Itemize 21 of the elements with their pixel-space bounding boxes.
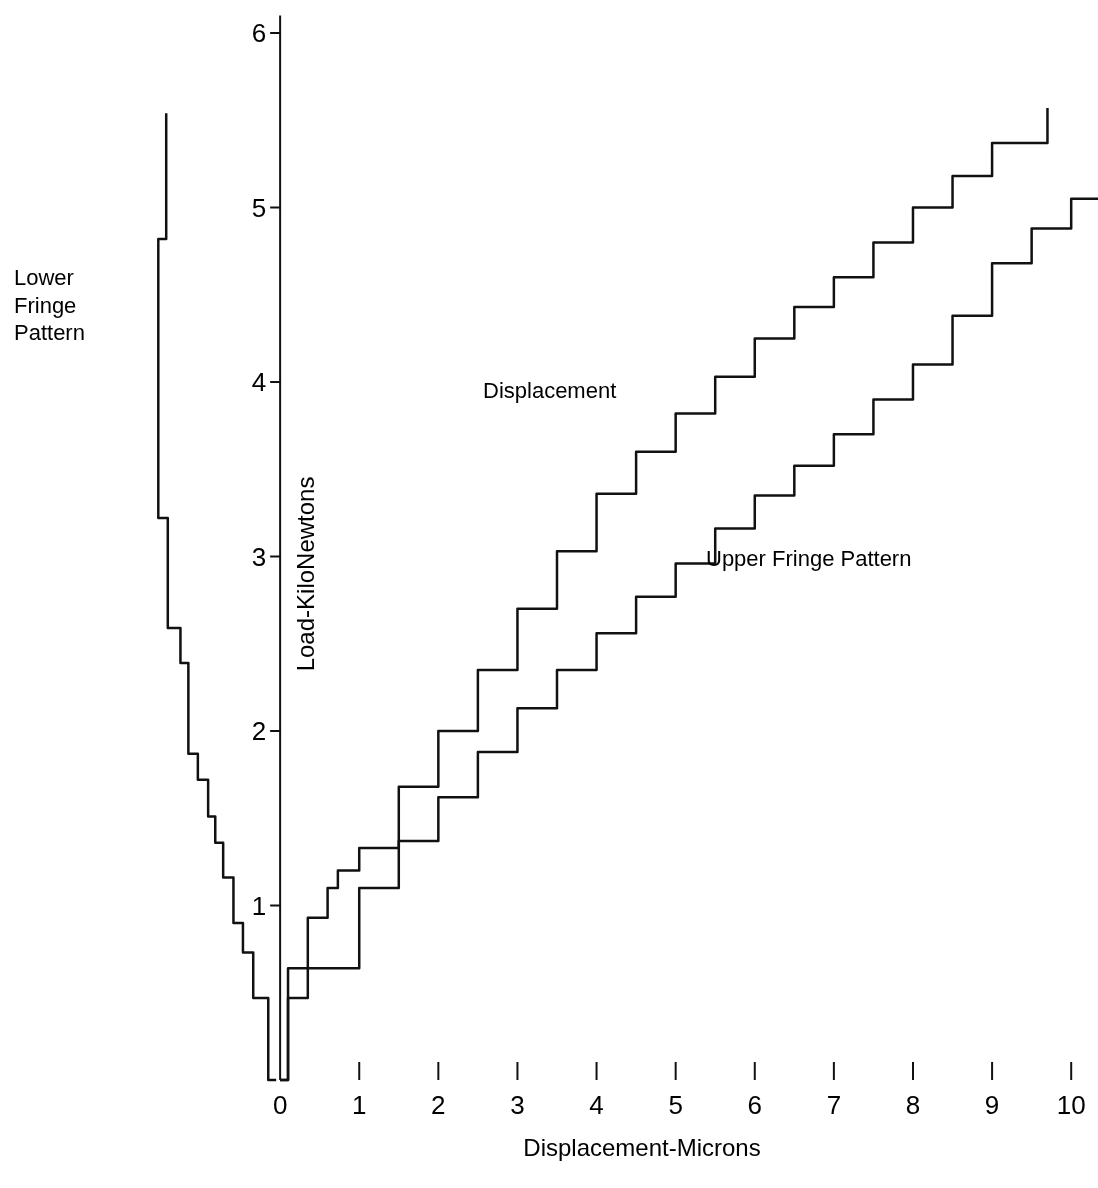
- x-axis-title: Displacement-Microns: [523, 1134, 761, 1161]
- y-tick-label: 2: [251, 716, 267, 747]
- x-tick-label: 3: [510, 1090, 525, 1120]
- x-tick-label: 10: [1056, 1090, 1086, 1120]
- annotation: Displacement: [483, 378, 617, 403]
- y-tick-label: 1: [251, 890, 267, 921]
- y-tick-label: 3: [251, 541, 267, 572]
- x-tick-label: 1: [352, 1090, 367, 1120]
- x-tick-label: 8: [905, 1090, 921, 1120]
- y-tick-label: 6: [251, 18, 267, 49]
- x-tick-label: 6: [747, 1090, 762, 1120]
- x-tick-label: 4: [589, 1090, 604, 1120]
- y-tick-label: 5: [251, 192, 267, 223]
- x-tick-label: 9: [984, 1090, 1000, 1120]
- x-tick-label: 5: [668, 1090, 683, 1120]
- y-axis-title: Load-KiloNewtons: [292, 476, 320, 672]
- y-tick-label: 4: [251, 367, 267, 398]
- annotation: Lower Fringe Pattern: [14, 265, 85, 345]
- x-tick-label: 0: [272, 1090, 288, 1120]
- x-tick-label: 2: [431, 1090, 446, 1120]
- x-tick-label: 7: [826, 1090, 842, 1120]
